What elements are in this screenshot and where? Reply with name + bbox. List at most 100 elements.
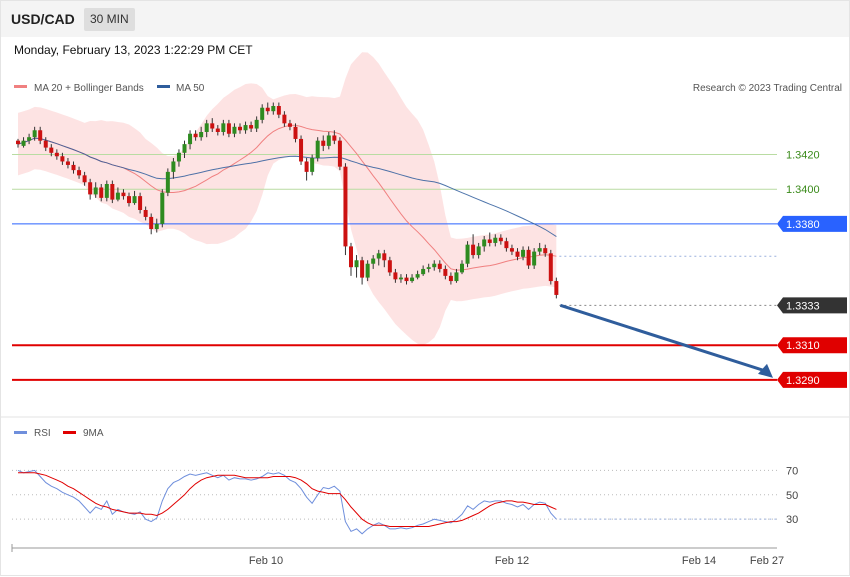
candle-body — [121, 192, 126, 197]
candle-body — [254, 119, 259, 129]
candle-body — [554, 281, 559, 295]
candle-body — [138, 196, 143, 210]
projection-arrow-shaft — [559, 303, 766, 373]
candle-body — [49, 147, 54, 153]
candle-body — [337, 140, 342, 167]
candle-body — [454, 272, 459, 282]
candle-body — [82, 175, 87, 183]
level-tags: 1.3420 1.3400 1.3380 1.3333 1.3310 1.3290 — [777, 150, 847, 388]
level-tag-1.3380: 1.3380 — [786, 219, 820, 231]
candle-body — [387, 260, 392, 273]
candle-body — [271, 106, 276, 112]
candle-body — [249, 125, 254, 129]
candle-body — [149, 216, 154, 230]
legend-swatch-ma20 — [14, 85, 27, 88]
candle-body — [287, 123, 292, 127]
candle-body — [99, 187, 104, 198]
candle-body — [193, 133, 198, 138]
candle-body — [398, 277, 403, 280]
projection-arrow — [559, 303, 773, 378]
timeframe-badge[interactable]: 30 MIN — [84, 8, 135, 31]
candle-body — [243, 125, 248, 131]
rsi-panel: 30 50 70 — [12, 465, 798, 535]
candle-body — [498, 237, 503, 242]
candle-body — [487, 239, 492, 243]
candle-body — [32, 130, 37, 138]
candle-body — [326, 135, 331, 146]
x-tick-label: Feb 27 — [750, 555, 784, 567]
level-tag-bg-1.3333 — [777, 297, 847, 314]
level-tag-1.3290: 1.3290 — [786, 375, 820, 387]
candle-body — [199, 132, 204, 138]
candle-body — [43, 140, 48, 148]
level-tag-bg-1.3310 — [777, 337, 847, 354]
candle-body — [321, 140, 326, 146]
candle-body — [27, 137, 32, 141]
candle-body — [226, 123, 231, 134]
candle-body — [293, 126, 298, 139]
candle-body — [504, 241, 509, 249]
candle-body — [515, 251, 520, 257]
legend-swatch-rsi — [14, 431, 27, 434]
legend-label-ma20: MA 20 + Bollinger Bands — [34, 83, 144, 94]
candle-body — [21, 140, 26, 146]
ma50-line — [17, 137, 557, 238]
candle-body — [415, 274, 420, 278]
candle-body — [471, 244, 476, 256]
level-tag-1.3400: 1.3400 — [786, 184, 820, 196]
candle-body — [548, 253, 553, 282]
candle-body — [282, 114, 287, 124]
candle-body — [160, 192, 165, 224]
rsi-tick-30: 30 — [786, 514, 798, 526]
chart-header: USD/CAD 30 MIN — [1, 1, 849, 37]
symbol-label: USD/CAD — [11, 11, 75, 27]
candle-body — [16, 140, 20, 145]
candle-body — [310, 158, 315, 172]
candle-body — [315, 140, 320, 158]
candle-body — [376, 253, 381, 259]
candle-body — [143, 210, 148, 217]
candle-body — [215, 128, 220, 132]
candle-body — [421, 268, 426, 275]
legend-label-ma50: MA 50 — [176, 83, 205, 94]
candle-body — [476, 246, 481, 256]
candle-body — [437, 263, 442, 269]
candle-body — [371, 258, 376, 264]
candle-body — [448, 275, 453, 282]
level-tag-1.3333: 1.3333 — [786, 300, 820, 312]
candle-body — [304, 161, 309, 172]
candle-body — [165, 171, 170, 193]
candle-body — [93, 187, 98, 195]
candle-body — [465, 244, 470, 264]
level-tag-bg-1.3290 — [777, 371, 847, 388]
rsi-9ma-line — [18, 472, 557, 527]
legend-label-rsi: RSI — [34, 428, 51, 439]
candle-body — [276, 106, 281, 115]
candle-body — [88, 182, 93, 195]
candle-body — [537, 248, 542, 252]
candle-body — [60, 156, 65, 162]
chart-datetime: Monday, February 13, 2023 1:22:29 PM CET — [14, 43, 253, 57]
rsi-tick-70: 70 — [786, 465, 798, 477]
candle-body — [115, 192, 120, 200]
candle-body — [265, 107, 270, 112]
x-tick-label: Feb 14 — [682, 555, 716, 567]
candle-body — [110, 184, 115, 200]
candle-body — [204, 123, 209, 132]
candle-body — [210, 123, 215, 129]
candle-body — [382, 253, 387, 261]
level-tag-1.3420: 1.3420 — [786, 150, 820, 162]
candle-body — [77, 170, 82, 176]
rsi-tick-50: 50 — [786, 490, 798, 502]
candle-body — [332, 135, 337, 141]
candle-body — [404, 277, 409, 282]
candle-body — [493, 237, 498, 243]
legend-swatch-9ma — [63, 431, 76, 434]
candle-body — [176, 152, 181, 162]
candle-body — [365, 263, 370, 278]
candle-body — [171, 161, 176, 172]
candle-body — [360, 260, 365, 278]
candle-body — [38, 130, 43, 141]
candle-body — [232, 126, 237, 134]
